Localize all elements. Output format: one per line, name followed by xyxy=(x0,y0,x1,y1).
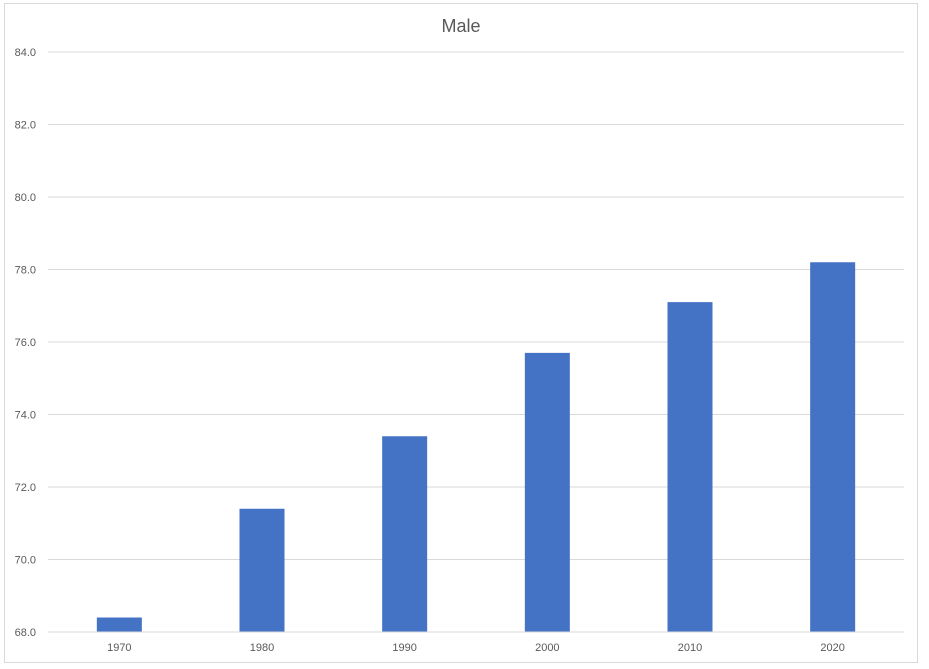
x-tick-label: 1990 xyxy=(392,642,416,654)
bar-2000 xyxy=(524,352,570,632)
x-tick-label: 1980 xyxy=(250,642,274,654)
x-tick-label: 2000 xyxy=(535,642,559,654)
y-tick-label: 72.0 xyxy=(15,482,36,494)
chart-frame: Male xyxy=(4,3,918,663)
x-tick-label: 2010 xyxy=(678,642,702,654)
bar-1990 xyxy=(382,436,428,632)
y-tick-label: 78.0 xyxy=(15,265,36,277)
x-tick-label: 2020 xyxy=(820,642,844,654)
y-tick-label: 80.0 xyxy=(15,192,36,204)
bar-2010 xyxy=(667,302,713,632)
y-tick-label: 82.0 xyxy=(15,120,36,132)
bar-2020 xyxy=(810,262,856,632)
x-axis-ticks: 1970 1980 1990 2000 2010 2020 xyxy=(107,642,845,654)
y-tick-label: 74.0 xyxy=(15,410,36,422)
y-tick-label: 76.0 xyxy=(15,337,36,349)
bar-1980 xyxy=(239,508,285,632)
gridlines xyxy=(48,51,904,560)
y-tick-label: 70.0 xyxy=(15,555,36,567)
chart-title: Male xyxy=(441,16,481,36)
x-tick-label: 1970 xyxy=(107,642,131,654)
y-axis-ticks: 68.0 70.0 72.0 74.0 76.0 78.0 80.0 82.0 84.0 xyxy=(15,47,36,639)
bar-1970 xyxy=(96,617,142,632)
y-tick-label: 84.0 xyxy=(15,47,36,59)
bars xyxy=(96,262,856,632)
y-tick-label: 68.0 xyxy=(15,627,36,639)
